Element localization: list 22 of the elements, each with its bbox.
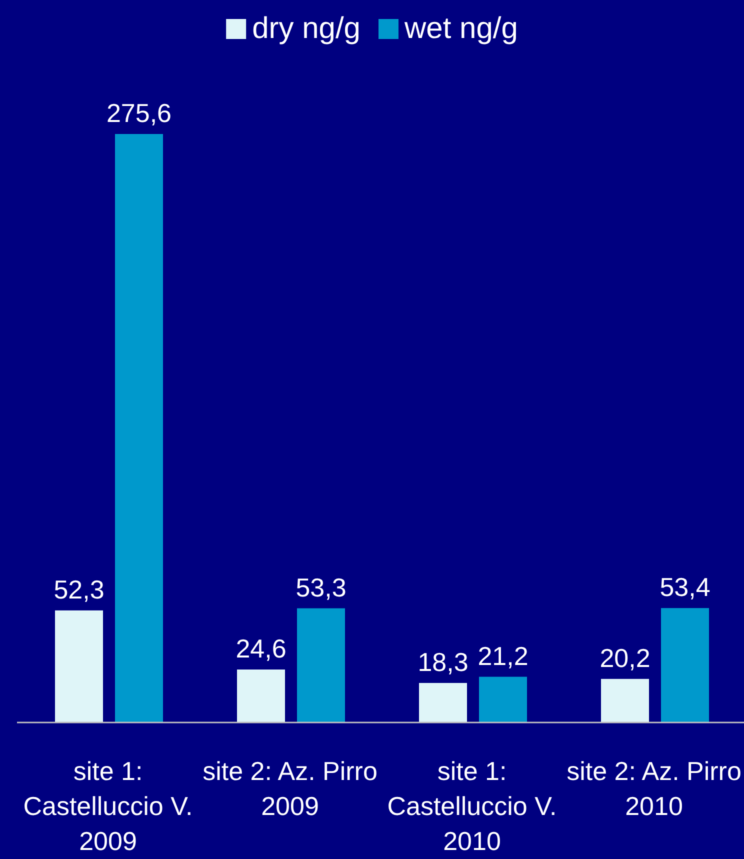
bar — [419, 682, 467, 722]
data-label: 275,6 — [106, 98, 172, 128]
bar — [479, 676, 527, 722]
legend-label: wet ng/g — [403, 12, 518, 45]
bar — [237, 670, 285, 722]
bar — [55, 610, 103, 722]
x-tick-label: site 2: Az. Pirro 2009 — [202, 756, 378, 821]
data-label: 53,3 — [296, 572, 346, 602]
data-label: 21,2 — [478, 640, 528, 671]
bar — [115, 134, 163, 722]
x-tick-label: site 2: Az. Pirro 2010 — [566, 756, 742, 821]
data-label: 52,3 — [54, 574, 104, 604]
data-label: 53,4 — [660, 572, 710, 602]
legend-label: dry ng/g — [252, 12, 360, 45]
data-label: 18,3 — [418, 646, 468, 677]
bar — [601, 678, 649, 722]
bar — [661, 608, 709, 722]
bar — [297, 608, 345, 722]
data-label: 24,6 — [236, 634, 286, 664]
x-tick-label: site 1: Castelluccio V. 2009 — [23, 756, 193, 856]
x-tick-label: site 1: Castelluccio V. 2010 — [387, 756, 557, 856]
data-label: 20,2 — [600, 642, 650, 673]
